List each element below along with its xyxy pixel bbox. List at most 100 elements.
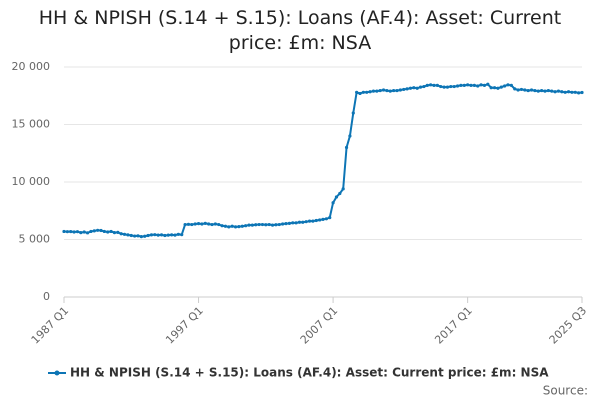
legend-marker xyxy=(54,370,60,376)
data-point xyxy=(351,111,355,115)
data-point xyxy=(499,85,503,89)
data-point xyxy=(482,83,487,87)
source: Source: xyxy=(543,384,588,398)
data-point xyxy=(476,84,480,88)
data-point xyxy=(176,232,180,236)
data-point xyxy=(513,87,517,91)
x-tick-label: 2007 Q1 xyxy=(298,304,341,347)
data-point xyxy=(170,233,174,237)
data-point xyxy=(146,233,150,238)
data-point xyxy=(540,88,544,93)
data-point xyxy=(469,83,473,87)
data-point xyxy=(106,230,110,234)
data-point xyxy=(294,221,298,225)
data-point xyxy=(503,84,507,88)
data-point xyxy=(109,229,113,234)
data-point xyxy=(193,222,197,226)
data-point xyxy=(126,233,130,237)
data-point xyxy=(116,230,120,234)
y-tick-label: 10 000 xyxy=(12,175,51,188)
data-point xyxy=(200,222,204,226)
data-point xyxy=(166,233,170,237)
y-tick-label: 5 000 xyxy=(19,233,51,246)
data-point xyxy=(395,88,399,93)
x-tick-label: 1987 Q1 xyxy=(29,304,72,347)
data-point xyxy=(264,223,268,227)
data-point xyxy=(509,83,513,87)
data-point xyxy=(496,86,500,90)
data-point xyxy=(260,222,265,227)
data-point xyxy=(291,221,295,225)
data-point xyxy=(233,225,238,229)
y-tick-label: 15 000 xyxy=(12,118,51,131)
data-point xyxy=(112,231,117,235)
data-point xyxy=(247,223,251,227)
data-point xyxy=(277,222,281,227)
data-point xyxy=(385,88,389,93)
data-point xyxy=(506,83,510,87)
data-point xyxy=(156,233,160,237)
data-point xyxy=(338,191,342,196)
data-point xyxy=(217,222,221,227)
data-point xyxy=(361,90,365,94)
data-point xyxy=(492,86,497,90)
data-point xyxy=(237,225,241,229)
data-point xyxy=(415,86,419,90)
data-point xyxy=(449,84,453,89)
y-tick-label: 20 000 xyxy=(12,60,51,73)
data-point xyxy=(375,89,379,93)
data-point xyxy=(445,85,450,89)
data-point xyxy=(466,83,470,87)
data-point xyxy=(230,224,234,228)
data-point xyxy=(348,134,352,138)
data-point xyxy=(196,222,201,226)
data-point xyxy=(267,222,271,227)
data-point xyxy=(190,222,194,227)
data-point xyxy=(69,229,73,234)
data-point xyxy=(553,90,557,94)
data-point xyxy=(304,220,308,224)
data-point xyxy=(371,89,376,93)
data-point xyxy=(368,90,372,94)
data-point xyxy=(85,231,90,235)
data-point xyxy=(250,223,254,227)
data-point xyxy=(566,90,571,94)
data-point xyxy=(213,222,217,226)
data-point xyxy=(82,230,86,234)
data-point xyxy=(523,88,527,92)
data-point xyxy=(96,228,100,232)
series-line xyxy=(63,83,583,238)
data-point xyxy=(133,234,137,238)
data-point xyxy=(455,84,460,88)
data-point xyxy=(570,90,574,94)
data-point xyxy=(533,88,537,93)
data-point xyxy=(439,84,443,89)
data-point xyxy=(65,230,69,234)
data-point xyxy=(99,228,103,233)
data-point xyxy=(318,218,322,222)
data-point xyxy=(479,83,483,87)
data-point xyxy=(489,86,493,90)
data-point xyxy=(459,83,463,87)
data-point xyxy=(365,90,369,94)
data-point xyxy=(220,224,224,228)
data-point xyxy=(392,88,396,93)
data-point xyxy=(314,218,318,223)
x-tick-label: 1997 Q1 xyxy=(163,304,206,347)
data-point xyxy=(223,224,228,228)
data-point xyxy=(331,201,335,205)
data-point xyxy=(546,88,550,93)
data-point xyxy=(102,229,106,234)
data-point xyxy=(328,216,332,220)
data-point xyxy=(159,233,164,237)
data-point xyxy=(311,219,315,223)
data-point xyxy=(183,222,187,227)
data-point xyxy=(526,88,530,93)
data-point xyxy=(573,90,577,94)
data-point xyxy=(529,88,534,92)
data-point xyxy=(462,83,466,87)
data-point xyxy=(186,222,191,226)
data-point xyxy=(543,89,547,93)
data-point xyxy=(207,222,211,226)
